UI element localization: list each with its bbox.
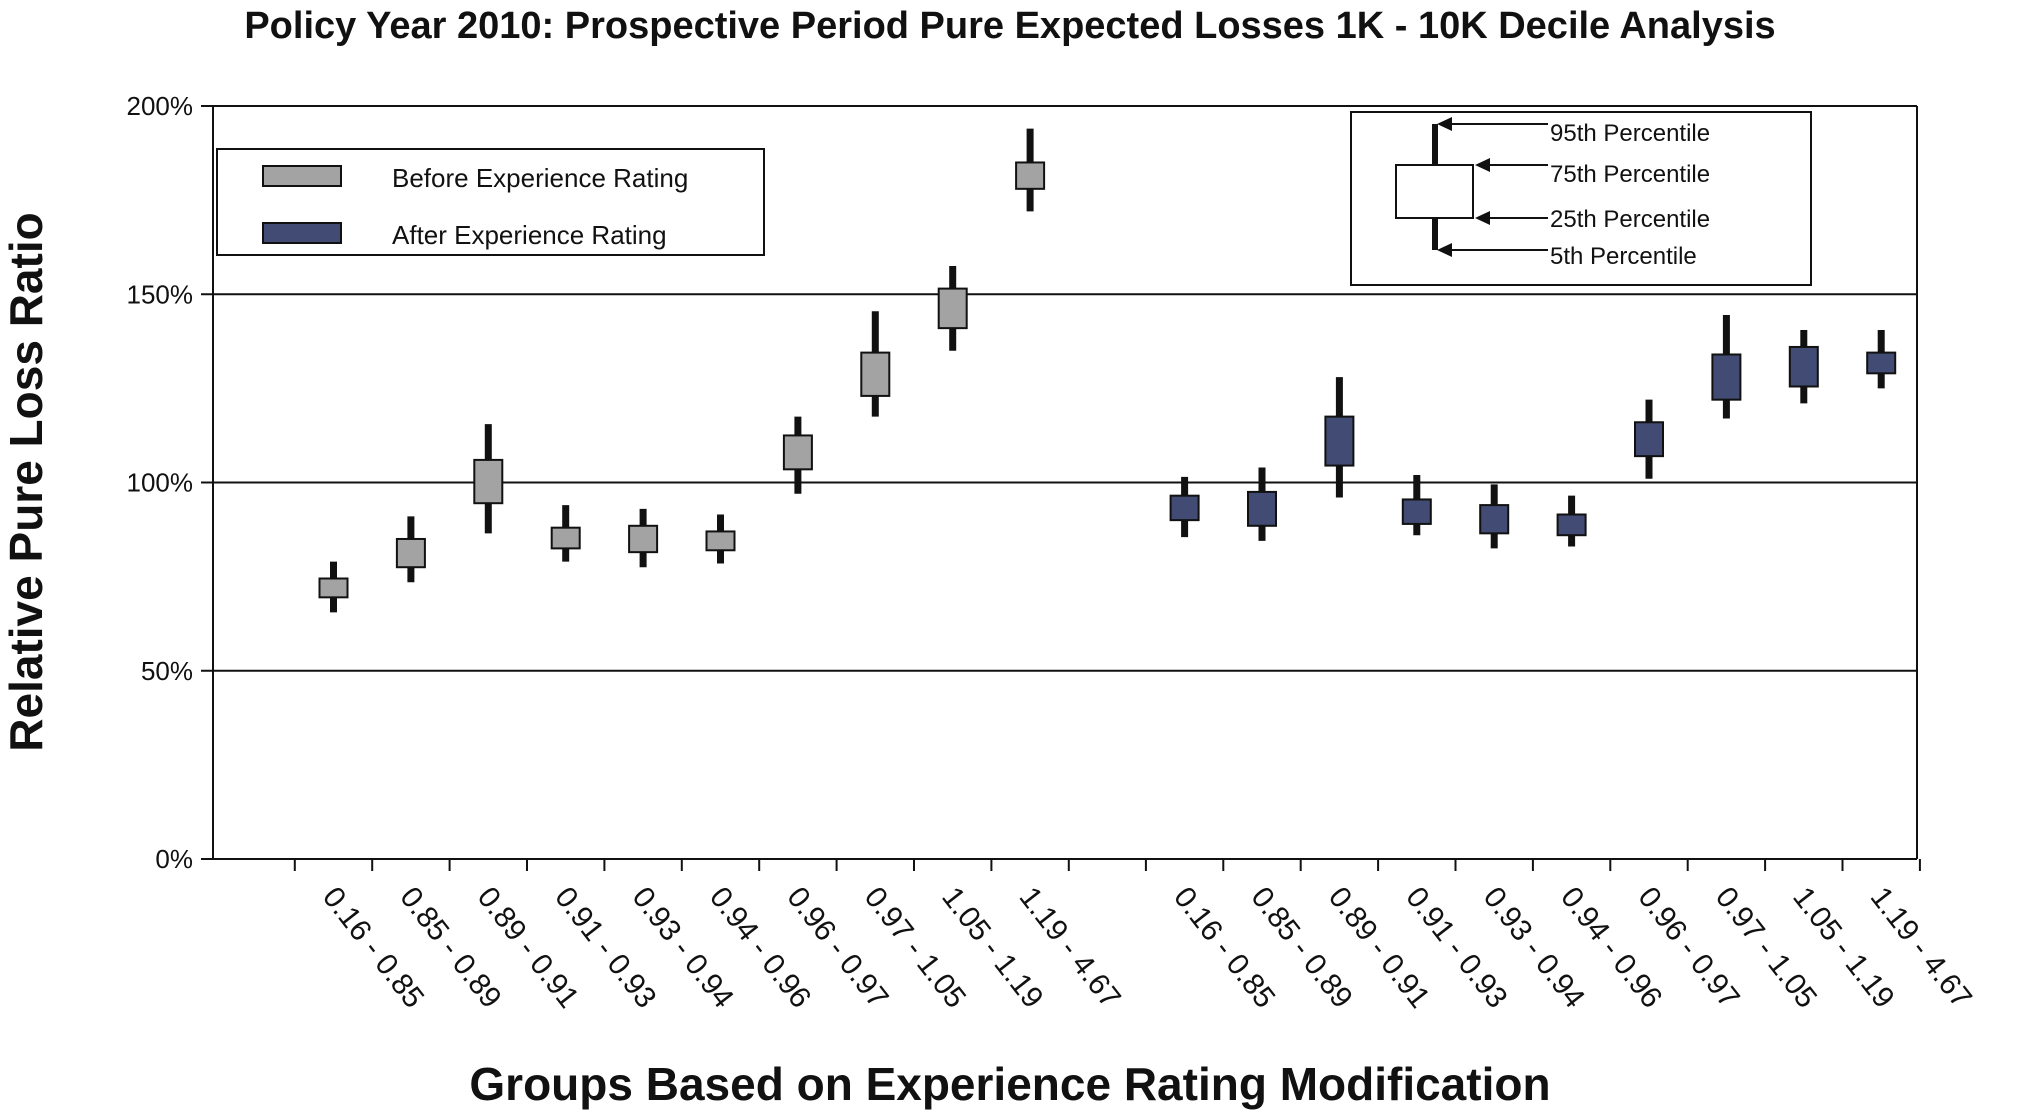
box xyxy=(1711,353,1742,401)
box xyxy=(473,458,504,505)
y-tick-label: 50% xyxy=(141,656,193,686)
legend: Before Experience Rating After Experienc… xyxy=(216,148,765,256)
chart-title: Policy Year 2010: Prospective Period Pur… xyxy=(244,5,1775,47)
y-axis-ticks: 0% 50% 100% 150% 200% xyxy=(127,91,213,874)
box xyxy=(318,577,349,599)
box xyxy=(1479,504,1510,535)
box xyxy=(628,524,659,554)
box xyxy=(937,287,968,330)
key-label-25: 25th Percentile xyxy=(1550,206,1710,233)
key-arrowhead-5 xyxy=(1437,243,1452,257)
key-box xyxy=(1395,164,1474,219)
box xyxy=(1788,345,1819,388)
box xyxy=(782,434,813,471)
box xyxy=(395,537,426,569)
legend-label-before: Before Experience Rating xyxy=(392,163,688,193)
legend-swatch-before xyxy=(262,165,342,187)
box-series xyxy=(318,128,1897,613)
key-arrowhead-25 xyxy=(1475,211,1490,225)
box xyxy=(1634,421,1664,458)
gridlines xyxy=(213,293,1917,672)
box xyxy=(1556,513,1587,537)
key-label-75: 75th Percentile xyxy=(1550,161,1710,188)
x-axis-ticks: 0.16 - 0.850.85 - 0.890.89 - 0.910.91 - … xyxy=(293,859,1978,1014)
box xyxy=(705,530,736,552)
key-arrowhead-95 xyxy=(1437,117,1452,131)
legend-swatch-after xyxy=(262,222,342,244)
y-tick-label: 200% xyxy=(127,91,194,121)
key-arrowhead-75 xyxy=(1475,158,1490,172)
box xyxy=(1866,351,1897,375)
y-tick-label: 150% xyxy=(127,279,194,309)
y-tick-label: 100% xyxy=(127,468,194,498)
y-tick-label: 0% xyxy=(155,844,193,874)
box xyxy=(1015,161,1046,190)
box xyxy=(1169,494,1200,522)
box xyxy=(550,526,581,550)
box xyxy=(1401,498,1432,525)
x-axis-label: Groups Based on Experience Rating Modifi… xyxy=(469,1058,1550,1110)
box xyxy=(1324,415,1355,467)
legend-label-after: After Experience Rating xyxy=(392,220,667,250)
box xyxy=(860,351,891,397)
key-label-5: 5th Percentile xyxy=(1550,243,1697,270)
y-axis-label: Relative Pure Loss Ratio xyxy=(0,212,52,751)
box xyxy=(1247,490,1277,527)
percentile-key: 95th Percentile 75th Percentile 25th Per… xyxy=(1350,111,1812,286)
key-label-95: 95th Percentile xyxy=(1550,120,1710,147)
